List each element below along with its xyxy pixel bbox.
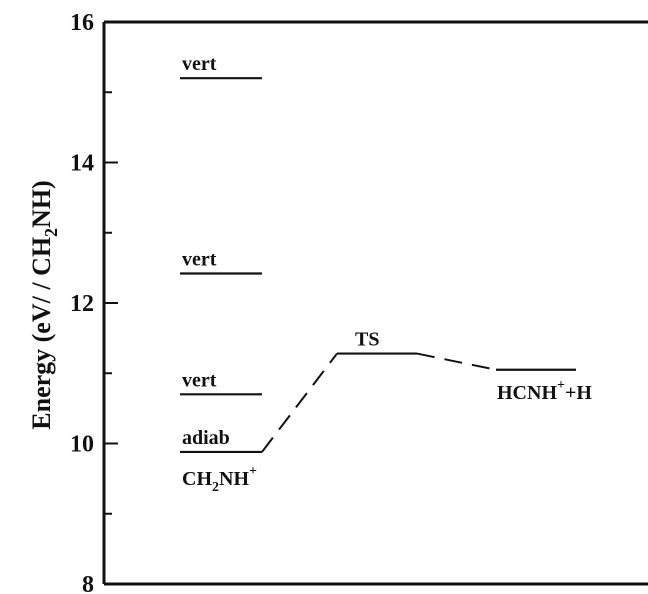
- y-axis-title: Energy (eV/ / CH2NH): [27, 180, 61, 429]
- hcnh-h-species-label: HCNH++H: [497, 378, 592, 404]
- y-tick-label: 16: [70, 10, 94, 36]
- reaction-pathway: [261, 352, 497, 453]
- y-tick-label: 10: [70, 432, 94, 458]
- pathway-connector: [261, 352, 338, 453]
- axes: [102, 20, 648, 586]
- y-tick-label: 8: [82, 572, 94, 594]
- y-tick-label: 12: [70, 291, 94, 317]
- energy-level-label: vert: [182, 369, 217, 391]
- energy-level-label: TS: [355, 329, 379, 351]
- energy-level-label: vert: [182, 53, 217, 75]
- pathway-connector: [416, 352, 497, 371]
- y-tick-label: 14: [70, 151, 94, 177]
- y-ticks: 8 10 12 14 16: [70, 10, 118, 594]
- energy-levels: vert vert vert adiab TS: [180, 53, 576, 454]
- energy-level-label: adiab: [182, 427, 230, 449]
- energy-level-label: vert: [182, 248, 217, 270]
- ch2nh-species-label: CH2NH+: [182, 464, 257, 495]
